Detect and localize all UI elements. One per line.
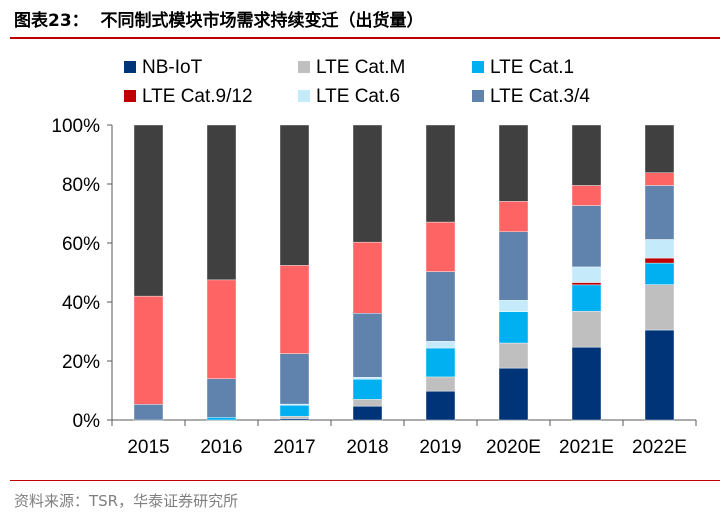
x-tick-label: 2021E (559, 437, 614, 458)
bar-segment-series-7-2015 (133, 124, 164, 297)
bar-segment-lte-cat-1-2018 (352, 379, 383, 400)
bar-segment-lte-cat-m-2019 (425, 376, 456, 392)
bar-segment-lte-cat-1-2021E (571, 284, 602, 312)
bar-segment-lte-cat-3-4-2021E (571, 205, 602, 268)
bar-segment-lte-cat-m-2020E (498, 342, 529, 369)
bar-segment-lte-cat-3-4-2022E (644, 185, 675, 240)
bar-segment-series-6-2021E (571, 185, 602, 206)
bar-segment-series-6-2022E (644, 172, 675, 186)
x-tick-label: 2015 (127, 437, 169, 458)
bar-segment-lte-cat-6-2021E (571, 266, 602, 283)
legend-label: LTE Cat.3/4 (490, 86, 590, 107)
y-tick-label: 20% (62, 352, 100, 373)
bar-segment-lte-cat-1-2017 (279, 405, 310, 417)
bar-segment-series-7-2016 (206, 124, 237, 281)
bar-segment-series-7-2017 (279, 124, 310, 266)
bar-segment-nb-iot-2021E (571, 346, 602, 421)
bar-segment-lte-cat-m-2021E (571, 310, 602, 348)
bar-segment-lte-cat-1-2016 (206, 417, 237, 421)
bar-segment-nb-iot-2020E (498, 367, 529, 421)
bar-segment-lte-cat-m-2017 (279, 415, 310, 419)
bar-segment-nb-iot-2017 (279, 418, 310, 421)
x-tick-label: 2020E (486, 437, 541, 458)
bar-segment-series-6-2016 (206, 279, 237, 379)
bar-segment-series-7-2021E (571, 124, 602, 186)
bar-segment-lte-cat-3-4-2019 (425, 271, 456, 342)
legend-swatch (298, 61, 310, 73)
title-divider (10, 37, 720, 39)
bar-segment-series-6-2017 (279, 265, 310, 354)
stacked-bar-chart: 0% 20% 40% 60% 80% 100% 2015 2016 2017 2018 2019 20… (51, 57, 697, 458)
legend-label: NB-IoT (142, 57, 203, 78)
bar-segment-series-7-2022E (644, 124, 675, 173)
bar-segment-lte-cat-9-12-2022E (644, 257, 675, 264)
bar-segment-lte-cat-3-4-2018 (352, 313, 383, 378)
bar-segment-lte-cat-1-2022E (644, 262, 675, 285)
legend-label: LTE Cat.9/12 (142, 86, 253, 107)
bar-segment-lte-cat-m-2018 (352, 399, 383, 407)
source-divider (10, 480, 720, 481)
bar-segment-series-7-2020E (498, 124, 529, 202)
legend-label: LTE Cat.M (316, 57, 405, 78)
bar-segment-lte-cat-3-4-2020E (498, 231, 529, 301)
bar-segment-lte-cat-6-2020E (498, 300, 529, 312)
bar-segment-series-6-2019 (425, 221, 456, 272)
legend-label: LTE Cat.6 (316, 86, 400, 107)
bar-segment-series-7-2018 (352, 124, 383, 243)
bar-segment-nb-iot-2018 (352, 405, 383, 421)
x-tick-label: 2017 (273, 437, 315, 458)
bar-segment-series-6-2020E (498, 201, 529, 232)
bar-segment-lte-cat-9-12-2021E (571, 282, 602, 286)
bar-segment-nb-iot-2019 (425, 390, 456, 421)
figure-title: 图表23： 不同制式模块市场需求持续变迁（出货量） (14, 11, 424, 31)
legend-swatch (472, 90, 484, 102)
bar-segment-lte-cat-3-4-2016 (206, 378, 237, 418)
bar-segment-nb-iot-2022E (644, 329, 675, 421)
legend-swatch (124, 90, 136, 102)
bar-segment-lte-cat-6-2022E (644, 239, 675, 259)
legend-swatch (124, 61, 136, 73)
x-tick-label: 2018 (346, 437, 388, 458)
y-tick-label: 60% (62, 234, 100, 255)
y-tick-label: 40% (62, 293, 100, 314)
y-tick-label: 80% (62, 175, 100, 196)
bar-segment-series-7-2019 (425, 124, 456, 223)
bar-segment-lte-cat-6-2018 (352, 377, 383, 380)
bar-segment-lte-cat-1-2019 (425, 347, 456, 378)
x-tick-label: 2016 (200, 437, 242, 458)
legend-swatch (298, 90, 310, 102)
y-tick-label: 100% (51, 116, 100, 137)
bar-segment-series-6-2015 (133, 295, 164, 405)
x-tick-label: 2019 (419, 437, 461, 458)
bar-segment-lte-cat-3-4-2017 (279, 353, 310, 405)
x-tick-label: 2022E (632, 437, 687, 458)
legend-swatch (472, 61, 484, 73)
bar-segment-lte-cat-6-2019 (425, 341, 456, 349)
bar-segment-series-6-2018 (352, 241, 383, 314)
source-note: 资料来源：TSR，华泰证券研究所 (14, 492, 239, 510)
y-tick-label: 0% (73, 411, 101, 432)
bar-segment-lte-cat-m-2022E (644, 284, 675, 331)
legend-label: LTE Cat.1 (490, 57, 574, 78)
bar-segment-lte-cat-3-4-2015 (133, 404, 164, 421)
bar-segment-lte-cat-1-2020E (498, 311, 529, 344)
